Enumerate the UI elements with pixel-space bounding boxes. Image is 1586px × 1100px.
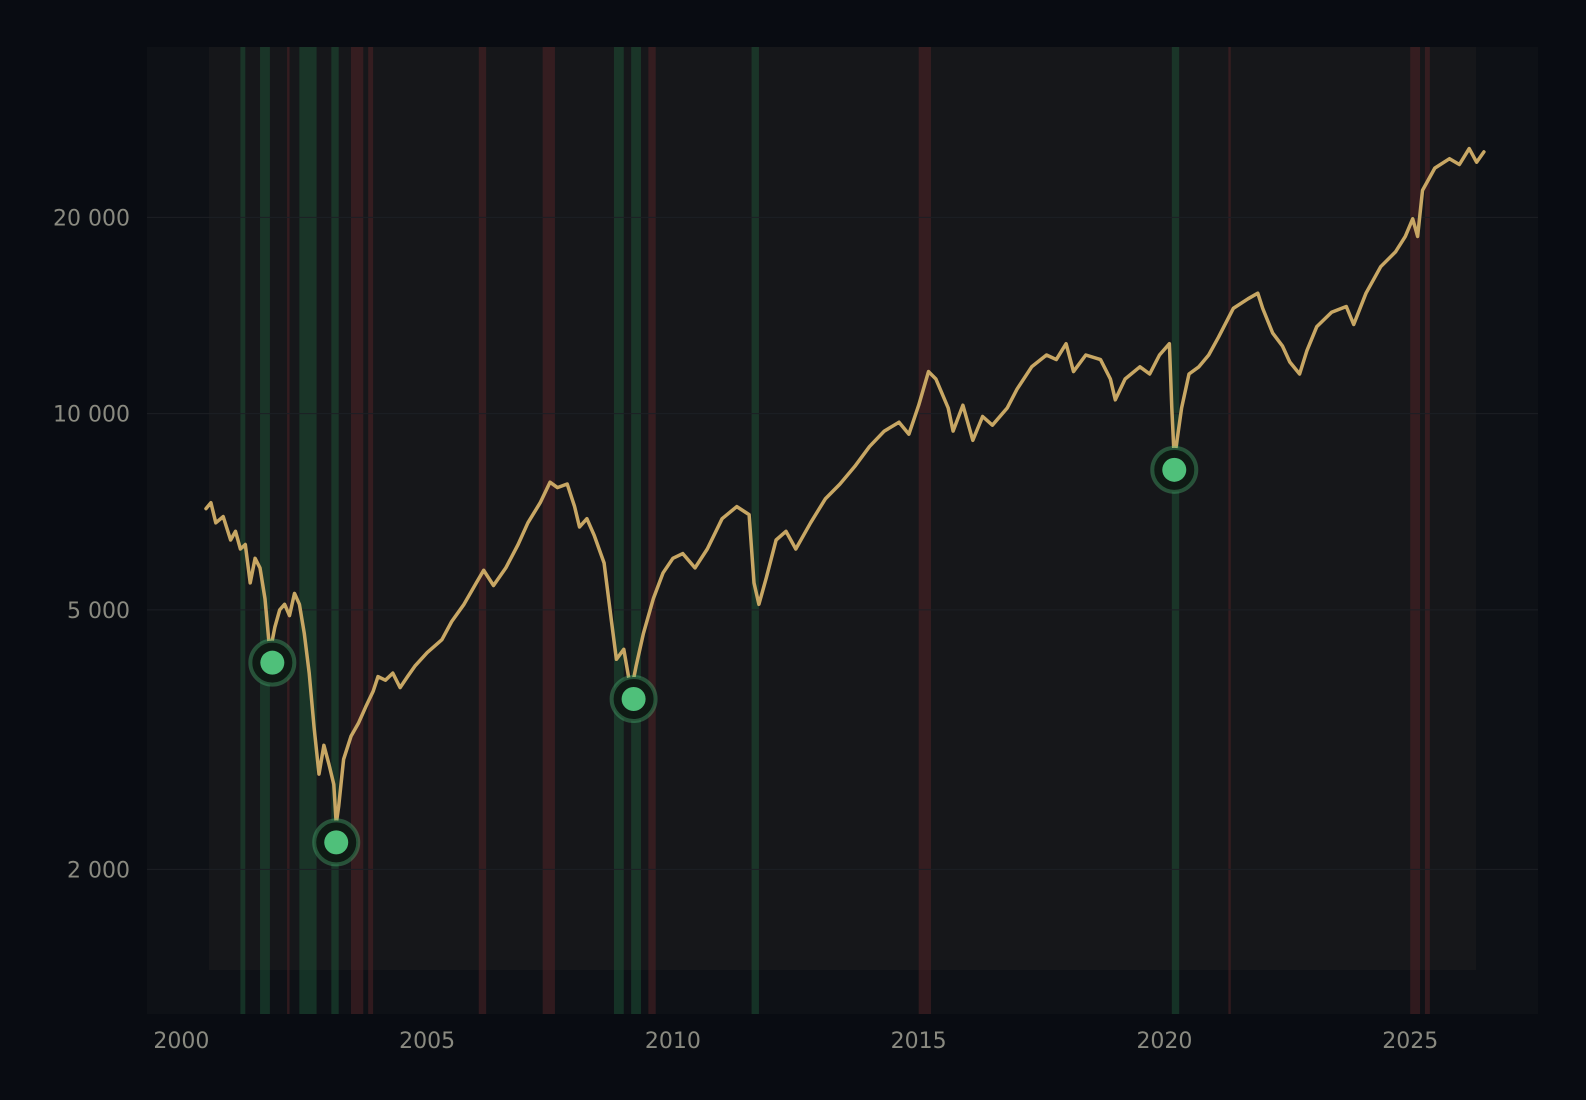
- green-band: [240, 47, 246, 1014]
- y-tick-label: 10 000: [53, 403, 130, 428]
- red-band: [350, 47, 364, 1014]
- bottom-marker: [609, 675, 658, 724]
- red-band: [648, 47, 656, 1014]
- green-band: [613, 47, 624, 1014]
- green-band: [751, 47, 759, 1014]
- marker-dot: [621, 687, 646, 712]
- x-tick-label: 2025: [1382, 1029, 1438, 1054]
- marker-dot: [260, 650, 285, 675]
- red-band: [542, 47, 555, 1014]
- red-band: [287, 47, 290, 1014]
- green-band: [1171, 47, 1180, 1014]
- red-band: [918, 47, 931, 1014]
- red-band: [1228, 47, 1231, 1014]
- green-band: [631, 47, 641, 1014]
- bottom-markers: [248, 445, 1199, 867]
- regime-bands: [240, 47, 1430, 1014]
- shaded-region: [209, 47, 1476, 970]
- x-tick-label: 2000: [153, 1029, 209, 1054]
- y-tick-label: 20 000: [53, 206, 130, 231]
- red-band: [1424, 47, 1430, 1014]
- price-line: [204, 146, 1486, 826]
- marker-dot: [324, 830, 349, 855]
- red-band: [1410, 47, 1421, 1014]
- y-tick-label: 5 000: [67, 599, 130, 624]
- green-band: [260, 47, 270, 1014]
- y-tick-label: 2 000: [67, 858, 130, 883]
- bottom-marker: [312, 818, 361, 867]
- x-axis: 2000 2005 2010 2015 2020 2025: [153, 1029, 1438, 1054]
- green-band: [299, 47, 317, 1014]
- x-tick-label: 2010: [645, 1029, 701, 1054]
- x-tick-label: 2015: [891, 1029, 947, 1054]
- marker-dot: [1162, 457, 1187, 482]
- x-tick-label: 2005: [399, 1029, 455, 1054]
- red-band: [478, 47, 487, 1014]
- red-band: [368, 47, 374, 1014]
- y-gridlines: [147, 216, 1538, 870]
- bottom-marker: [248, 638, 297, 687]
- y-axis: 2 000 5 000 10 000 20 000: [53, 206, 130, 883]
- green-band: [331, 47, 339, 1014]
- bottom-marker: [1150, 445, 1199, 494]
- x-tick-label: 2020: [1136, 1029, 1192, 1054]
